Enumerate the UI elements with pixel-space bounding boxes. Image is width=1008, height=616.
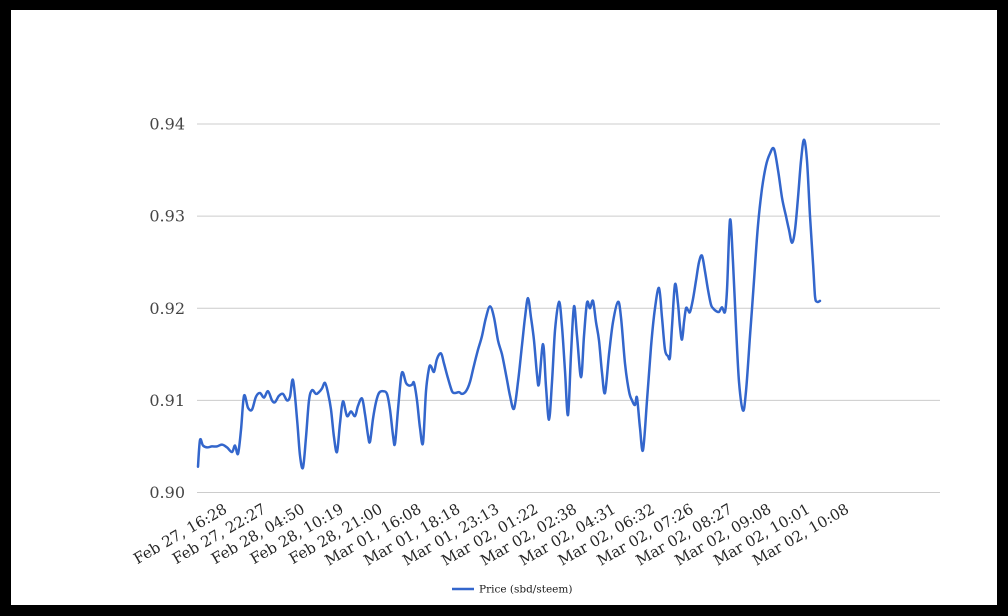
y-axis-labels: 0.90 0.91 0.92 0.93 0.94	[149, 115, 185, 503]
y-tick-label: 0.93	[149, 207, 185, 226]
y-tick-label: 0.92	[149, 299, 185, 318]
chart-background	[11, 10, 997, 605]
legend-label: Price (sbd/steem)	[479, 584, 572, 596]
y-tick-label: 0.91	[149, 391, 185, 410]
price-line-series	[196, 138, 822, 470]
gridlines	[197, 123, 940, 493]
y-tick-label: 0.90	[149, 483, 185, 502]
legend: Price (sbd/steem)	[452, 584, 572, 596]
y-tick-label: 0.94	[149, 115, 185, 134]
